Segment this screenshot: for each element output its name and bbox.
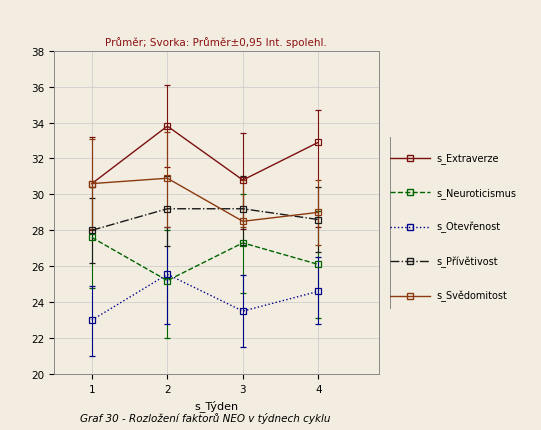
Text: s_Extraverze: s_Extraverze: [436, 153, 499, 164]
Text: s_Otevřenost: s_Otevřenost: [436, 221, 500, 233]
Text: s_Neuroticismus: s_Neuroticismus: [436, 187, 516, 198]
Text: s_Svědomitost: s_Svědomitost: [436, 290, 507, 301]
Title: Průměr; Svorka: Průměr±0,95 Int. spolehl.: Průměr; Svorka: Průměr±0,95 Int. spolehl…: [105, 37, 327, 48]
FancyBboxPatch shape: [390, 129, 536, 318]
Text: s_Přívětivost: s_Přívětivost: [436, 256, 498, 267]
Text: Graf 30 - Rozložení faktorů NEO v týdnech cyklu: Graf 30 - Rozložení faktorů NEO v týdnec…: [80, 412, 331, 424]
X-axis label: s_Týden: s_Týden: [194, 399, 239, 411]
